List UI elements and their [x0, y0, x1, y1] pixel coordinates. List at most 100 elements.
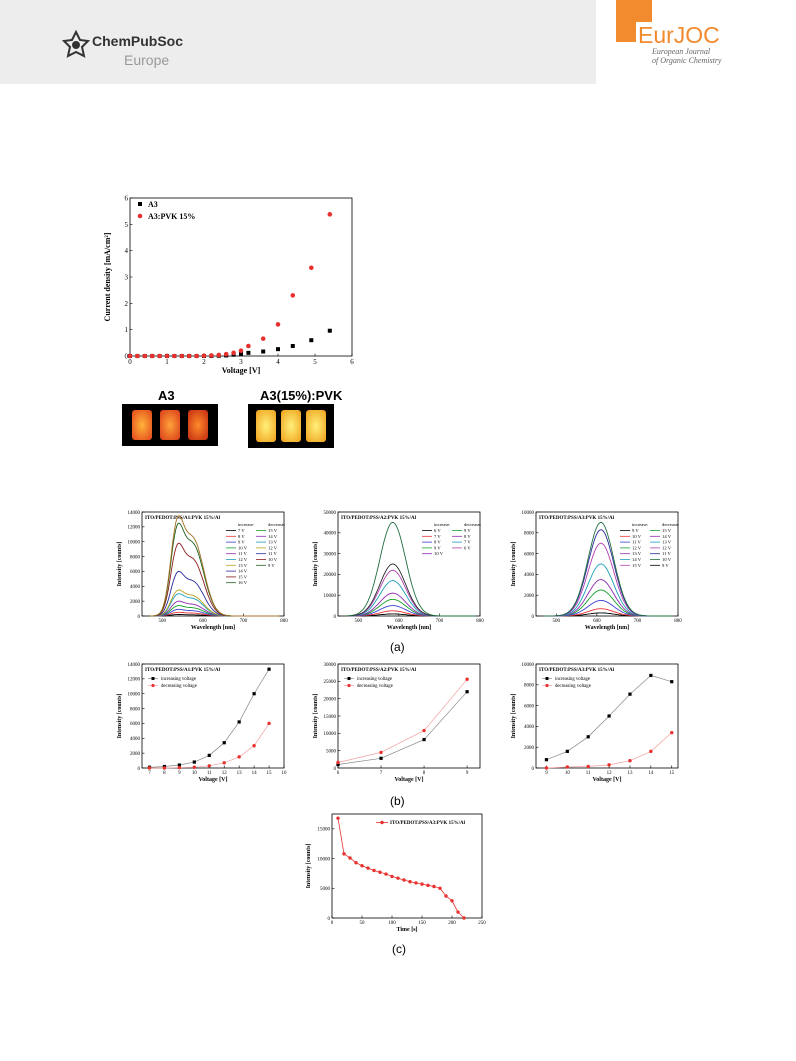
legend-label: 12 V: [238, 557, 248, 562]
data-point-a3-pvk: [209, 353, 214, 358]
intensity-voltage-chart-a3: 9 10 11 12 13 14 15 0 2000 4000 6000 8000 10000 Volta…: [511, 663, 679, 783]
data-point-a3-pvk: [164, 353, 170, 359]
data-point-decreasing: [607, 763, 611, 767]
x-tick-label: 12: [222, 771, 228, 776]
y-tick-label: 4000: [524, 573, 535, 578]
y-tick-label: 14000: [128, 663, 141, 668]
legend-marker: [151, 683, 155, 688]
legend-marker: [347, 683, 351, 688]
y-tick-label: 8000: [130, 707, 141, 712]
x-tick-label: 600: [593, 619, 601, 624]
legend-label: A3:PVK 15%: [148, 212, 195, 221]
legend-label: 12 V: [662, 545, 672, 550]
y-tick-label: 15000: [318, 828, 331, 833]
x-axis-label: Time [s]: [396, 927, 417, 933]
y-tick-label: 40000: [324, 532, 337, 537]
y-tick-label: 2000: [524, 594, 535, 599]
x-tick-label: 8: [163, 771, 166, 776]
data-point-decreasing: [237, 755, 241, 759]
data-point-a3-pvk: [246, 343, 251, 349]
chart-title: ITO/PEDOT:PSS/A3:PVK 15%/Al: [539, 516, 615, 521]
data-point-decreasing: [465, 677, 469, 681]
data-point-a3: [309, 338, 314, 343]
data-point-increasing: [177, 763, 181, 767]
legend-label: decreasing voltage: [555, 684, 591, 689]
legend-label: 14 V: [632, 557, 642, 562]
plot-frame: [337, 511, 481, 617]
x-tick-label: 500: [355, 619, 363, 624]
y-tick-label: 6000: [130, 570, 141, 575]
legend-label: 8 V: [464, 534, 471, 539]
x-tick-label: 50: [360, 921, 366, 926]
y-tick-label: 12000: [128, 526, 141, 531]
plot-frame: [129, 197, 353, 357]
panel-label-a: (a): [390, 640, 405, 654]
plot-frame: [141, 511, 285, 617]
legend-marker: [545, 677, 549, 680]
legend-label: 11 V: [238, 551, 247, 556]
y-tick-label: 30000: [324, 663, 337, 668]
legend-label: 8 V: [434, 540, 441, 545]
spectrum-line: [544, 542, 674, 617]
y-axis-label: Intensity [counts]: [313, 542, 319, 587]
spectrum-chart-a2: 500 600 700 800 0 10000 20000 30000 40000 50000 Wa…: [313, 511, 484, 631]
y-tick-label: 6: [125, 194, 129, 202]
chart-title: ITO/PEDOT:PSS/A2:PVK 15%/Al: [341, 516, 417, 521]
y-tick-label: 2000: [130, 600, 141, 605]
x-tick-label: 7: [148, 771, 151, 776]
journal-logo: EurJOC: [636, 22, 722, 49]
data-point-a3-pvk: [223, 351, 229, 357]
y-tick-label: 5000: [320, 887, 331, 892]
x-tick-label: 500: [553, 619, 561, 624]
legend-label: increasing voltage: [161, 677, 196, 682]
legend-label: 7 V: [238, 528, 245, 533]
y-tick-label: 0: [125, 352, 129, 360]
data-point-decreasing: [162, 766, 167, 770]
data-point-decreasing: [252, 744, 256, 748]
legend-label: 11 V: [268, 551, 277, 556]
legend-label: 14 V: [268, 534, 278, 539]
legend-label: 8 V: [238, 534, 245, 539]
data-point-a3-pvk: [216, 352, 222, 358]
intensity-voltage-chart-a2: 6 7 8 9 0 5000 10000 15000 20000 25000 30000 Voltag…: [313, 663, 481, 783]
data-point-increasing: [222, 741, 226, 745]
y-tick-label: 50000: [324, 511, 337, 516]
x-tick-label: 3: [239, 358, 243, 366]
legend-label: 9 V: [632, 528, 639, 533]
y-tick-label: 25000: [324, 680, 337, 685]
data-point-decreasing: [177, 765, 182, 770]
legend-label: 6 V: [434, 528, 441, 533]
y-tick-label: 4000: [524, 725, 535, 730]
data-point: [354, 861, 358, 865]
data-point-a3-pvk: [201, 353, 207, 359]
y-axis-label: Intensity [counts]: [313, 694, 319, 739]
x-tick-label: 9: [466, 771, 469, 776]
data-point: [348, 856, 352, 860]
legend-label: 11 V: [662, 551, 671, 556]
x-tick-label: 0: [331, 921, 334, 926]
legend-label: ITO/PEDOT:PSS/A3:PVK 15%/Al: [390, 821, 466, 826]
spectrum-line: [346, 521, 476, 617]
intensity-voltage-chart-a1: 7 8 9 10 11 12 13 14 15 16 0 2000 4000 6000 8000 10000 1…: [117, 663, 287, 783]
x-axis-label: Voltage [V]: [199, 777, 228, 783]
x-tick-label: 700: [436, 619, 444, 624]
data-point-increasing: [267, 667, 271, 671]
data-point: [360, 864, 364, 868]
legend-label: 13 V: [268, 540, 278, 545]
chart-title: ITO/PEDOT:PSS/A1:PVK 15%/Al: [145, 668, 221, 673]
y-tick-label: 4: [125, 247, 129, 255]
x-tick-label: 2: [202, 358, 206, 366]
x-tick-label: 13: [627, 771, 633, 776]
x-tick-label: 10: [565, 771, 571, 776]
spectrum-line: [150, 515, 280, 617]
data-point: [462, 916, 466, 920]
data-point-increasing: [607, 714, 611, 718]
legend-label: 9 V: [238, 540, 245, 545]
spectrum-line: [346, 563, 476, 617]
y-tick-label: 14000: [128, 511, 141, 516]
y-axis-label: Current density [mA/cm²]: [103, 232, 112, 321]
y-tick-label: 5000: [326, 749, 337, 754]
legend-increase-title: increase:: [238, 522, 254, 527]
data-point-decreasing: [147, 766, 152, 770]
legend-label: 7 V: [464, 540, 471, 545]
